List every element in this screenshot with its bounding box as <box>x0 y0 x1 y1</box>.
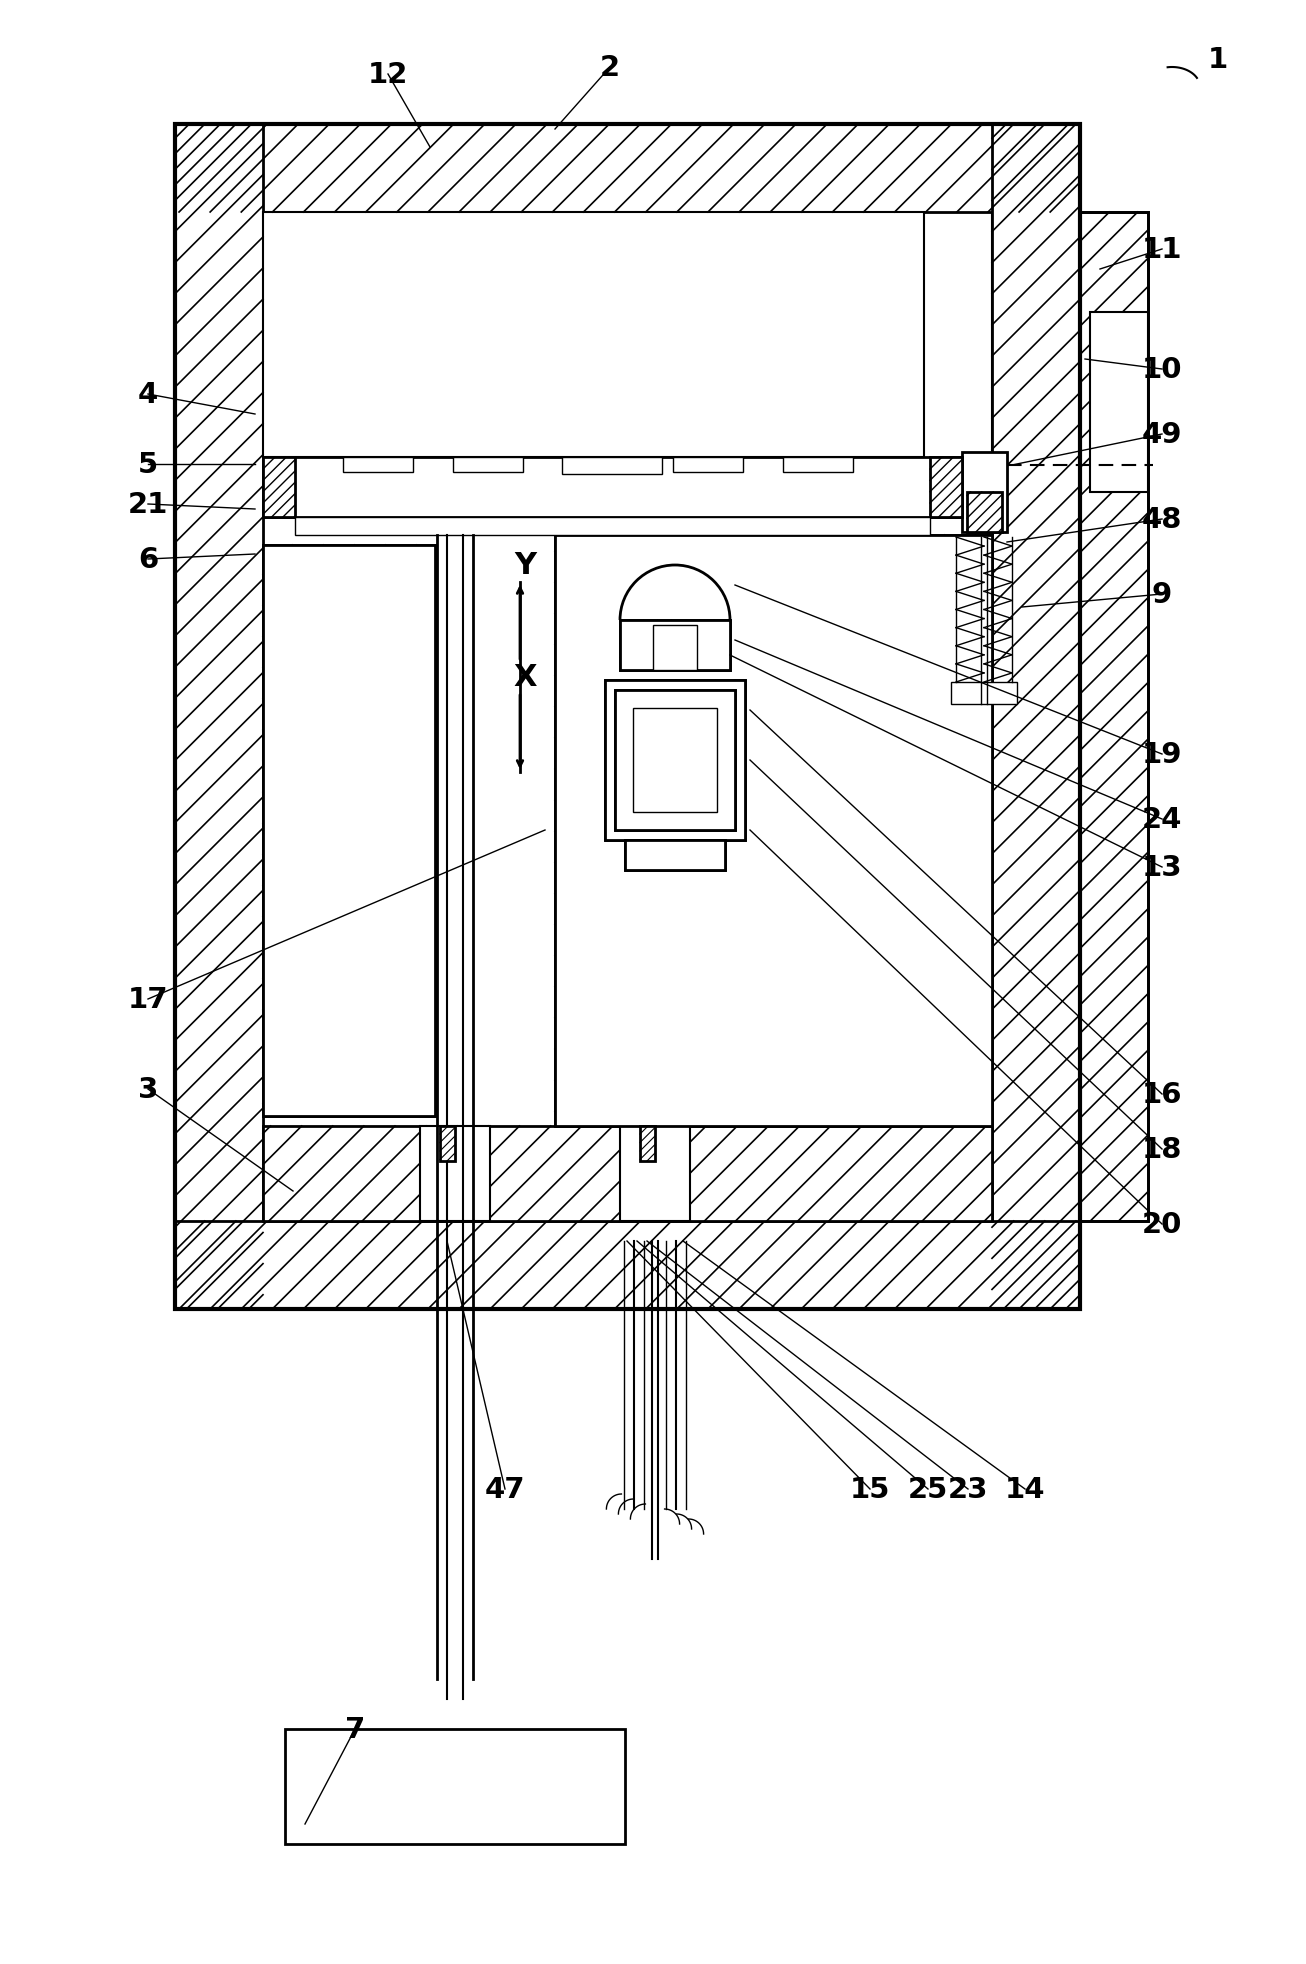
Text: 47: 47 <box>485 1475 525 1502</box>
Bar <box>951 683 1017 705</box>
Text: 4: 4 <box>138 381 158 409</box>
Text: 10: 10 <box>1141 355 1182 383</box>
Bar <box>285 1728 626 1844</box>
Bar <box>263 212 993 1222</box>
Bar <box>555 536 993 1127</box>
Bar <box>993 126 1080 1310</box>
Text: 15: 15 <box>850 1475 891 1502</box>
Bar <box>653 627 697 670</box>
Bar <box>620 621 730 670</box>
Text: 21: 21 <box>128 491 168 518</box>
Bar <box>453 458 522 473</box>
Text: 6: 6 <box>138 546 158 573</box>
Bar <box>263 1127 993 1222</box>
Text: 17: 17 <box>128 986 168 1013</box>
Bar <box>784 458 853 473</box>
Text: Y: Y <box>515 550 535 579</box>
Bar <box>562 458 662 475</box>
Text: 25: 25 <box>908 1475 948 1502</box>
Text: 16: 16 <box>1141 1080 1182 1108</box>
Bar <box>963 454 1007 532</box>
Bar <box>175 126 1080 212</box>
Bar <box>421 1127 490 1222</box>
Text: 49: 49 <box>1141 420 1182 448</box>
Bar <box>1091 312 1148 493</box>
Bar <box>295 518 930 536</box>
Bar <box>930 458 963 518</box>
Bar <box>626 841 725 870</box>
Text: 7: 7 <box>345 1715 366 1744</box>
Bar <box>605 682 744 841</box>
Bar <box>563 458 633 473</box>
Bar <box>1080 212 1148 1222</box>
Text: 14: 14 <box>1004 1475 1045 1502</box>
Bar <box>673 458 743 473</box>
Text: X: X <box>513 664 537 691</box>
Bar <box>633 709 717 813</box>
Bar <box>615 691 735 831</box>
Text: 9: 9 <box>1152 581 1171 609</box>
Text: 2: 2 <box>599 53 620 82</box>
Bar <box>626 841 725 870</box>
Text: 24: 24 <box>1141 805 1182 833</box>
Bar <box>620 621 730 670</box>
Bar <box>175 126 1080 1310</box>
Text: 12: 12 <box>368 61 409 88</box>
Bar <box>263 212 925 458</box>
Bar <box>1080 212 1148 1222</box>
Text: 20: 20 <box>1141 1210 1182 1239</box>
Text: 13: 13 <box>1141 854 1182 882</box>
Bar <box>263 546 435 1116</box>
Bar <box>175 1222 1080 1310</box>
Text: 18: 18 <box>1141 1135 1182 1163</box>
Text: 48: 48 <box>1141 507 1182 534</box>
Text: 1: 1 <box>1208 45 1228 75</box>
Bar <box>263 546 435 1116</box>
Text: 5: 5 <box>138 452 158 479</box>
Bar <box>263 458 295 518</box>
Bar <box>175 126 263 1310</box>
Text: 11: 11 <box>1141 236 1182 263</box>
Bar <box>615 691 735 831</box>
Bar <box>640 1127 656 1161</box>
Text: 19: 19 <box>1141 740 1182 768</box>
Bar <box>440 1127 454 1161</box>
Bar <box>343 458 413 473</box>
Bar <box>555 536 993 1127</box>
Text: 3: 3 <box>138 1076 158 1104</box>
Bar <box>605 682 744 841</box>
Bar <box>620 1127 690 1222</box>
Bar <box>966 493 1002 532</box>
Text: 23: 23 <box>948 1475 989 1502</box>
Bar <box>263 458 963 518</box>
